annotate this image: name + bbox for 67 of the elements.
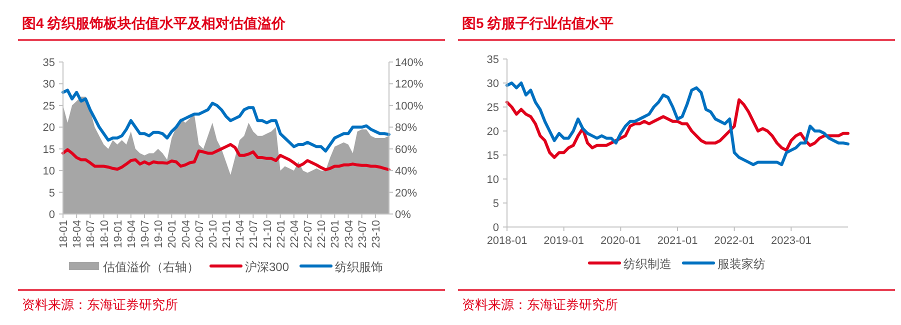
y2-tick-label: 40%	[395, 166, 418, 178]
x-tick-label: 2021-01	[657, 235, 698, 247]
x-tick-label: 2020-01	[600, 235, 641, 247]
y-tick-label: 30	[42, 78, 55, 91]
x-tick-label: 19-10	[153, 220, 166, 248]
y2-tick-label: 0%	[395, 209, 412, 221]
x-tick-label: 22-07	[302, 220, 314, 248]
y2-tick-label: 140%	[395, 57, 424, 69]
y2-tick-label: 80%	[395, 122, 418, 134]
text: 资料来源：东海证券研究所	[462, 297, 618, 312]
y-tick-label: 0	[492, 222, 499, 234]
y-tick-label: 5	[48, 187, 55, 200]
x-tick-label: 23-10	[370, 220, 382, 248]
line-series	[62, 143, 390, 172]
chart-title: 图5 纺服子行业估值水平	[462, 15, 614, 31]
x-tick-label: 22-10	[316, 220, 328, 248]
x-tick-label: 23-07	[356, 220, 369, 248]
y-tick-label: 0	[48, 209, 55, 221]
chart-title: 图4 纺织服饰板块估值水平及相对估值溢价	[22, 15, 287, 31]
y-tick-label: 10	[486, 174, 499, 186]
y-tick-label: 20	[486, 126, 499, 138]
y-tick-label: 30	[486, 78, 499, 90]
y-tick-label: 35	[486, 54, 499, 66]
x-tick-label: 22-01	[275, 220, 288, 248]
x-tick-label: 23-01	[330, 220, 342, 248]
y2-tick-label: 60%	[395, 144, 418, 156]
x-tick-label: 21-01	[221, 220, 233, 248]
x-tick-label: 21-04	[234, 220, 247, 248]
x-tick-label: 21-10	[262, 220, 274, 248]
x-tick-label: 18-01	[58, 220, 70, 248]
y-tick-label: 25	[42, 100, 55, 112]
line-series	[62, 88, 390, 153]
x-tick-label: 2023-01	[770, 235, 812, 247]
x-tick-label: 2018-01	[486, 235, 528, 247]
y-tick-label: 15	[42, 144, 55, 156]
line-series	[506, 98, 850, 159]
x-tick-label: 23-04	[343, 220, 356, 248]
y2-tick-label: 20%	[395, 187, 418, 200]
legend-label: 沪深300	[244, 260, 290, 274]
y-tick-label: 20	[42, 122, 55, 134]
x-tick-label: 19-01	[112, 220, 124, 248]
y-tick-label: 5	[492, 198, 499, 210]
x-tick-label: 2022-01	[714, 235, 755, 247]
y2-tick-label: 100%	[395, 100, 424, 112]
x-tick-label: 19-07	[140, 220, 152, 248]
legend-label: 纺织制造	[624, 257, 672, 271]
x-tick-label: 20-07	[194, 220, 206, 248]
line-series	[506, 82, 850, 166]
x-tick-label: 2019-01	[544, 235, 584, 247]
y-tick-label: 25	[486, 102, 499, 114]
x-tick-label: 20-10	[207, 220, 220, 248]
text: 资料来源：东海证券研究所	[22, 297, 178, 312]
x-tick-label: 18-10	[98, 220, 111, 248]
x-tick-label: 21-07	[248, 220, 260, 248]
x-tick-label: 22-04	[288, 220, 301, 248]
legend-label: 服装家纺	[718, 257, 766, 271]
legend-label: 纺织服饰	[335, 260, 384, 274]
x-tick-label: 18-07	[85, 220, 98, 248]
x-tick-label: 19-04	[126, 220, 138, 248]
y-tick-label: 10	[42, 166, 55, 178]
x-tick-label: 20-04	[180, 220, 192, 248]
y-tick-label: 35	[42, 57, 55, 69]
y2-tick-label: 120%	[395, 78, 424, 91]
x-tick-label: 20-01	[166, 220, 179, 248]
x-tick-label: 18-04	[72, 220, 84, 248]
legend-label: 估值溢价（右轴）	[102, 260, 199, 274]
y-tick-label: 15	[486, 150, 499, 162]
